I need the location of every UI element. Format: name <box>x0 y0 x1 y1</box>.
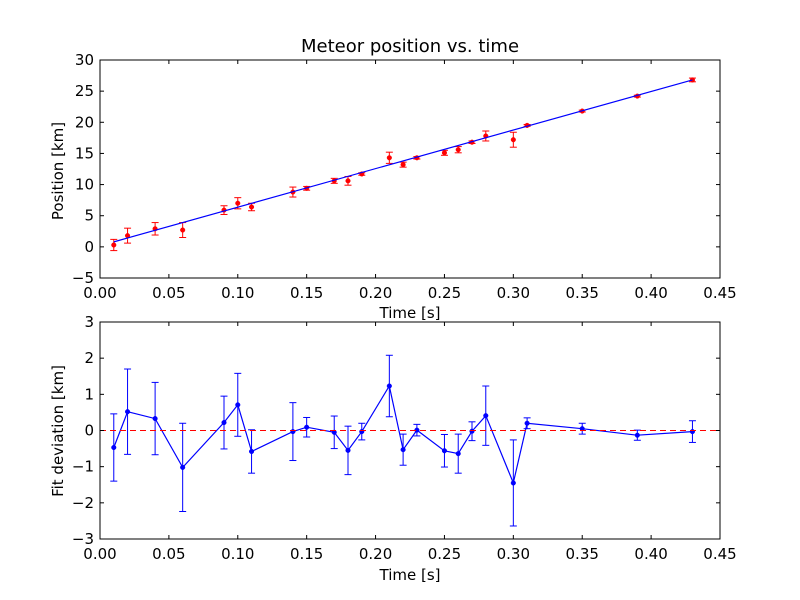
data-point <box>180 464 186 470</box>
x-tick-label: 0.40 <box>634 284 667 302</box>
y-tick-label: 10 <box>75 176 94 194</box>
y-axis-label: Fit deviation [km] <box>49 365 67 497</box>
data-point <box>524 420 530 426</box>
deviation-line <box>113 384 693 485</box>
y-tick-label: 2 <box>84 349 94 367</box>
data-point <box>221 419 227 426</box>
x-tick-label: 0.05 <box>152 545 185 563</box>
axes-frame <box>99 321 721 540</box>
x-tick-label: 0.15 <box>290 284 323 302</box>
x-tick-label: 0.45 <box>703 284 736 302</box>
y-tick-label: 0 <box>84 238 94 256</box>
y-tick-label: 5 <box>84 207 94 225</box>
data-point <box>345 178 351 184</box>
data-point <box>400 162 406 168</box>
x-tick-label: 0.10 <box>221 545 254 563</box>
data-point <box>510 137 516 143</box>
data-point <box>386 155 392 161</box>
y-tick-label: 15 <box>75 144 94 162</box>
x-tick-label: 0.30 <box>497 545 530 563</box>
y-tick-label: −2 <box>72 494 94 512</box>
data-point <box>689 429 695 435</box>
data-point <box>441 150 447 156</box>
data-point <box>152 416 158 422</box>
y-tick-label: 30 <box>75 51 94 69</box>
data-point <box>469 428 475 434</box>
x-tick-label: 0.40 <box>634 545 667 563</box>
x-tick-label: 0.15 <box>290 545 323 563</box>
data-point <box>483 413 489 419</box>
data-point <box>290 429 296 435</box>
chart-title: Meteor position vs. time <box>301 36 519 57</box>
y-tick-label: 3 <box>84 313 94 331</box>
linear-fit-line <box>113 79 693 243</box>
data-point <box>180 227 186 233</box>
x-tick-label: 0.30 <box>497 284 530 302</box>
y-axis-label: Position [km] <box>49 122 67 220</box>
x-tick-label: 0.35 <box>566 545 599 563</box>
data-point <box>345 447 351 453</box>
data-point <box>111 444 117 451</box>
data-point <box>359 429 365 435</box>
x-tick-label: 0.20 <box>359 284 392 302</box>
position-chart: Meteor position vs. time 0.00 0.05 0.10 0.1… <box>49 36 737 322</box>
deviation-chart: 0.00 0.05 0.10 0.15 0.20 0.25 0.30 0.35 0.40 0.45… <box>49 313 737 584</box>
x-axis-label: Time [s] <box>379 304 441 322</box>
data-point <box>400 447 406 453</box>
x-tick-label: 0.00 <box>83 284 116 302</box>
x-tick-label: 0.25 <box>428 545 461 563</box>
y-tick-label: 1 <box>84 385 94 403</box>
data-point <box>235 402 241 408</box>
data-point <box>386 383 392 389</box>
data-point <box>455 451 461 457</box>
data-point <box>235 200 241 206</box>
data-point <box>441 448 447 454</box>
axes-frame <box>99 59 721 279</box>
x-tick-label: 0.45 <box>703 545 736 563</box>
data-point <box>125 409 131 415</box>
data-point <box>510 480 516 486</box>
data-point <box>304 424 310 430</box>
y-tick-label: 25 <box>75 82 94 100</box>
x-tick-label: 0.35 <box>566 284 599 302</box>
x-tick-label: 0.05 <box>152 284 185 302</box>
data-point <box>111 242 117 248</box>
x-tick-label: 0.00 <box>83 545 116 563</box>
data-point <box>455 147 461 153</box>
x-tick-label: 0.20 <box>359 545 392 563</box>
x-tick-label: 0.10 <box>221 284 254 302</box>
data-point <box>249 204 255 210</box>
data-point <box>634 432 640 438</box>
x-tick-label: 0.25 <box>428 284 461 302</box>
y-tick-label: −5 <box>72 269 94 287</box>
y-tick-label: 20 <box>75 113 94 131</box>
y-tick-label: −3 <box>72 530 94 548</box>
y-tick-label: −1 <box>72 458 94 476</box>
x-axis-label: Time [s] <box>379 566 441 584</box>
y-tick-label: 0 <box>84 422 94 440</box>
data-point <box>249 448 255 455</box>
